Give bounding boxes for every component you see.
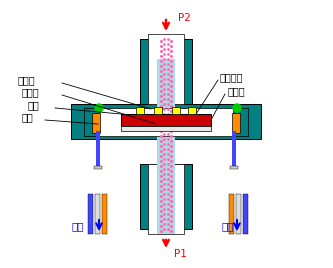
Bar	[140, 164, 192, 229]
Bar	[95, 194, 100, 234]
Bar	[172, 107, 180, 114]
Bar	[84, 108, 248, 136]
Bar	[243, 194, 248, 234]
Bar	[121, 114, 211, 126]
Bar	[232, 113, 240, 133]
Text: P1: P1	[174, 249, 187, 259]
Text: 低压腔: 低压腔	[18, 75, 36, 85]
Bar	[140, 39, 192, 104]
Bar	[136, 107, 144, 114]
Bar	[71, 104, 261, 139]
Bar	[121, 126, 211, 131]
Text: P2: P2	[178, 13, 191, 23]
Text: 扩散电阻: 扩散电阻	[220, 72, 243, 82]
Bar	[148, 34, 184, 104]
Bar	[157, 59, 175, 234]
Bar	[230, 166, 238, 169]
Bar	[102, 194, 107, 234]
Circle shape	[95, 104, 103, 112]
Bar	[96, 131, 100, 169]
Bar	[92, 113, 100, 133]
Bar	[154, 107, 162, 114]
Bar	[232, 131, 236, 169]
Bar	[84, 108, 99, 136]
Text: 引线: 引线	[22, 112, 34, 122]
Bar	[94, 166, 102, 169]
Bar	[188, 107, 196, 114]
Text: 电流: 电流	[221, 221, 233, 231]
Bar	[236, 194, 241, 234]
Bar	[148, 164, 184, 234]
Text: 高压腔: 高压腔	[22, 87, 40, 97]
Circle shape	[233, 104, 241, 112]
Text: 电流: 电流	[71, 221, 84, 231]
Bar	[88, 194, 93, 234]
Text: 硅杯: 硅杯	[28, 100, 40, 110]
Bar	[229, 194, 234, 234]
Bar	[233, 108, 248, 136]
Text: 硅膜片: 硅膜片	[228, 86, 246, 96]
